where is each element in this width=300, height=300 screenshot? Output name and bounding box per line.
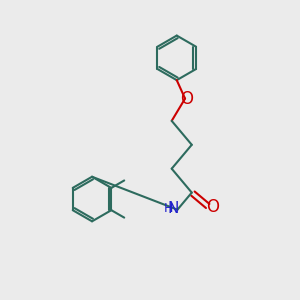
Text: O: O: [206, 198, 219, 216]
Text: O: O: [180, 90, 193, 108]
Text: H: H: [164, 202, 173, 215]
Text: N: N: [167, 201, 179, 216]
